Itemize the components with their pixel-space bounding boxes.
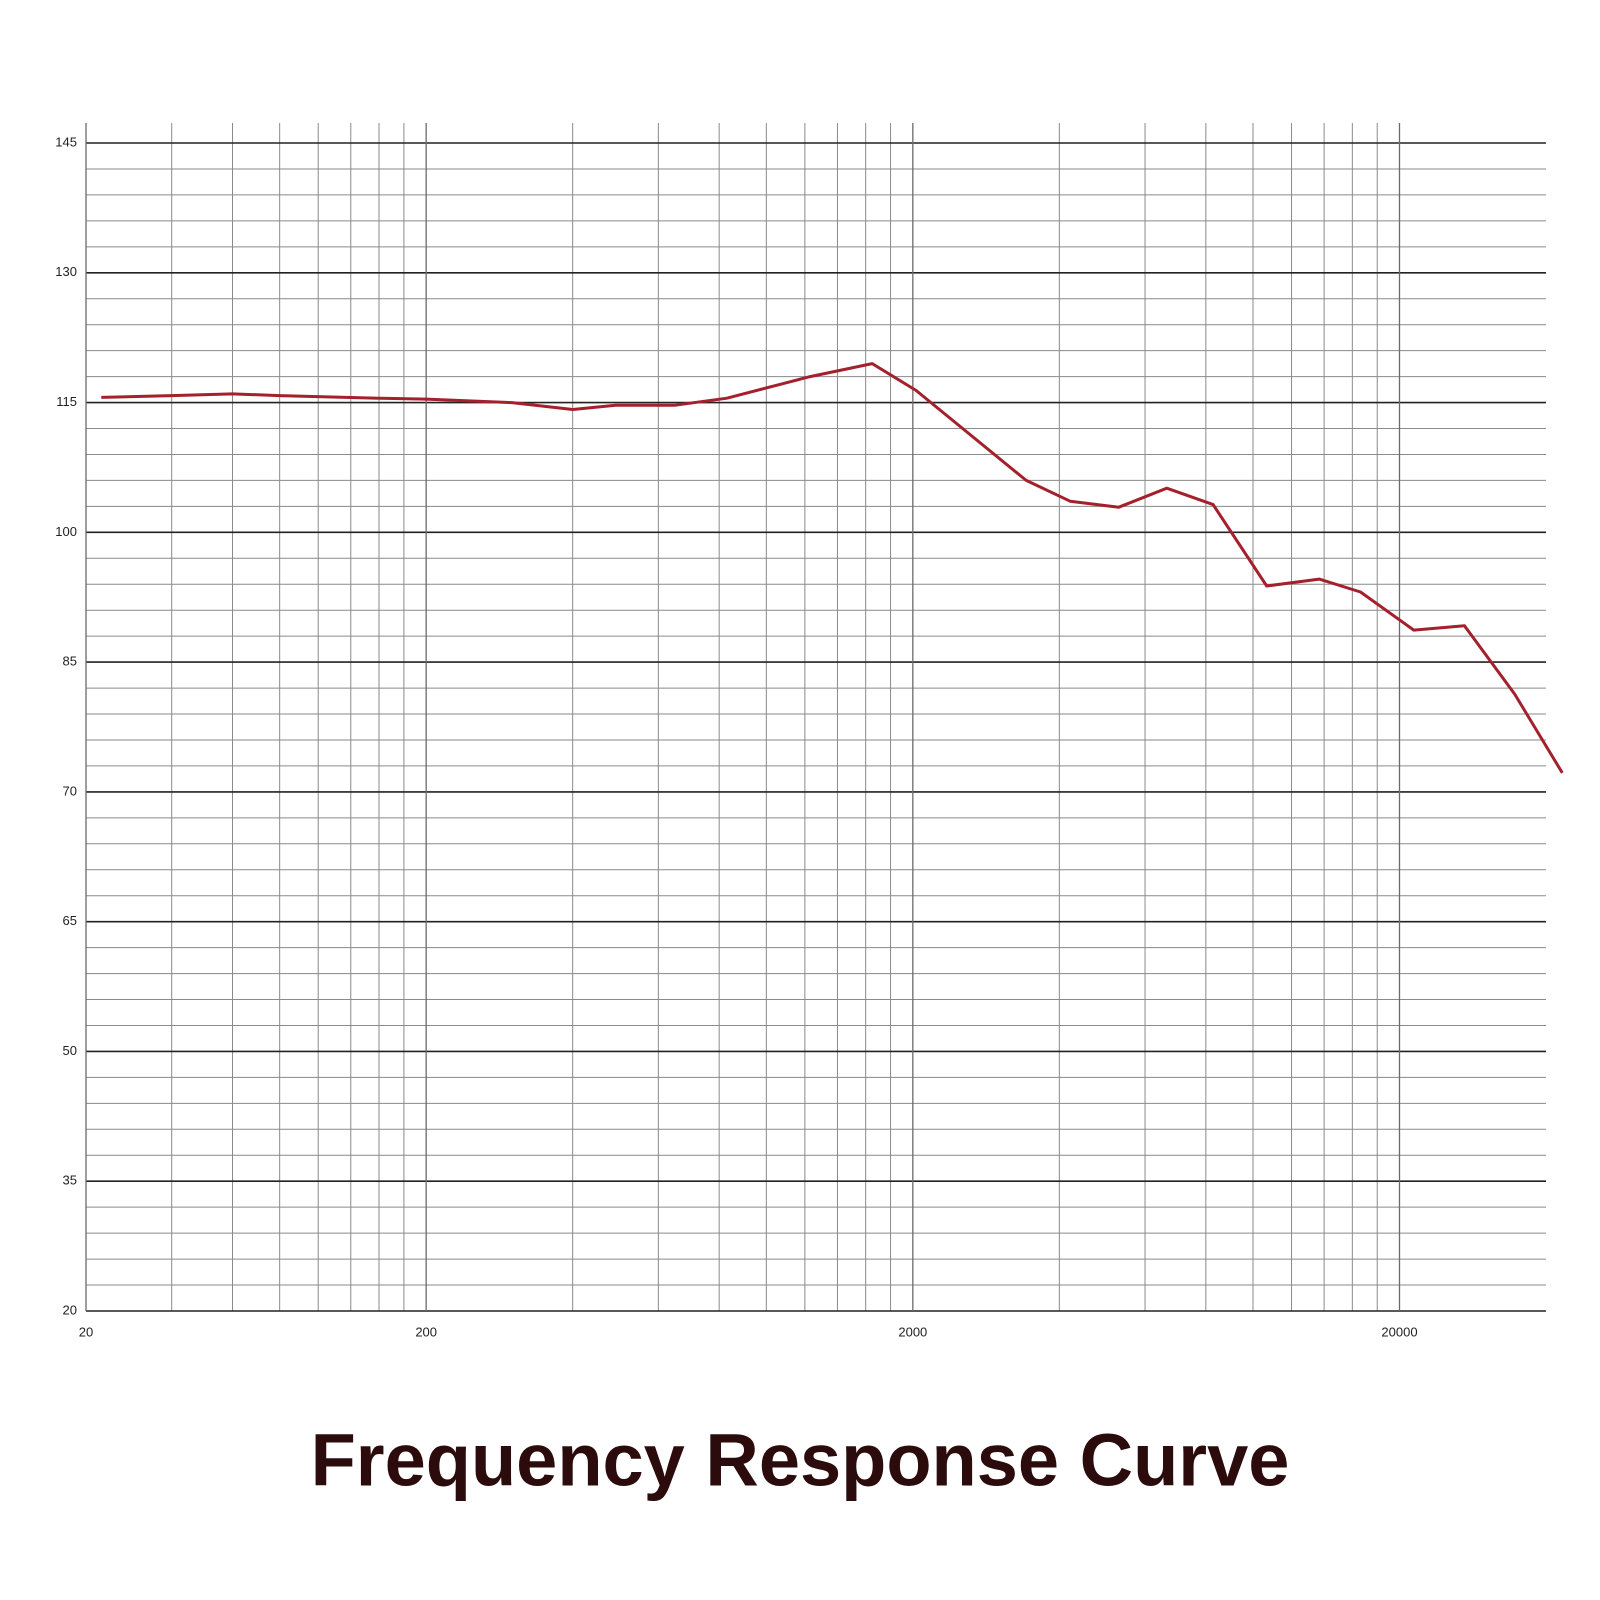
y-tick-label: 70 (63, 783, 77, 798)
response-line (101, 362, 1564, 774)
chart-title: Frequency Response Curve (311, 1419, 1290, 1502)
y-tick-label: 50 (63, 1043, 77, 1058)
y-tick-label: 35 (63, 1173, 77, 1188)
x-tick-label: 200 (415, 1324, 437, 1339)
y-tick-label: 85 (63, 654, 77, 669)
x-tick-label: 20000 (1381, 1324, 1417, 1339)
y-tick-label: 115 (56, 394, 77, 409)
y-tick-label: 145 (55, 134, 77, 149)
y-tick-label: 130 (55, 264, 77, 279)
x-tick-label: 2000 (898, 1324, 927, 1339)
y-tick-label: 65 (63, 913, 77, 928)
y-tick-label: 100 (55, 524, 77, 539)
y-tick-label: 20 (63, 1302, 77, 1317)
x-tick-label: 20 (79, 1324, 93, 1339)
